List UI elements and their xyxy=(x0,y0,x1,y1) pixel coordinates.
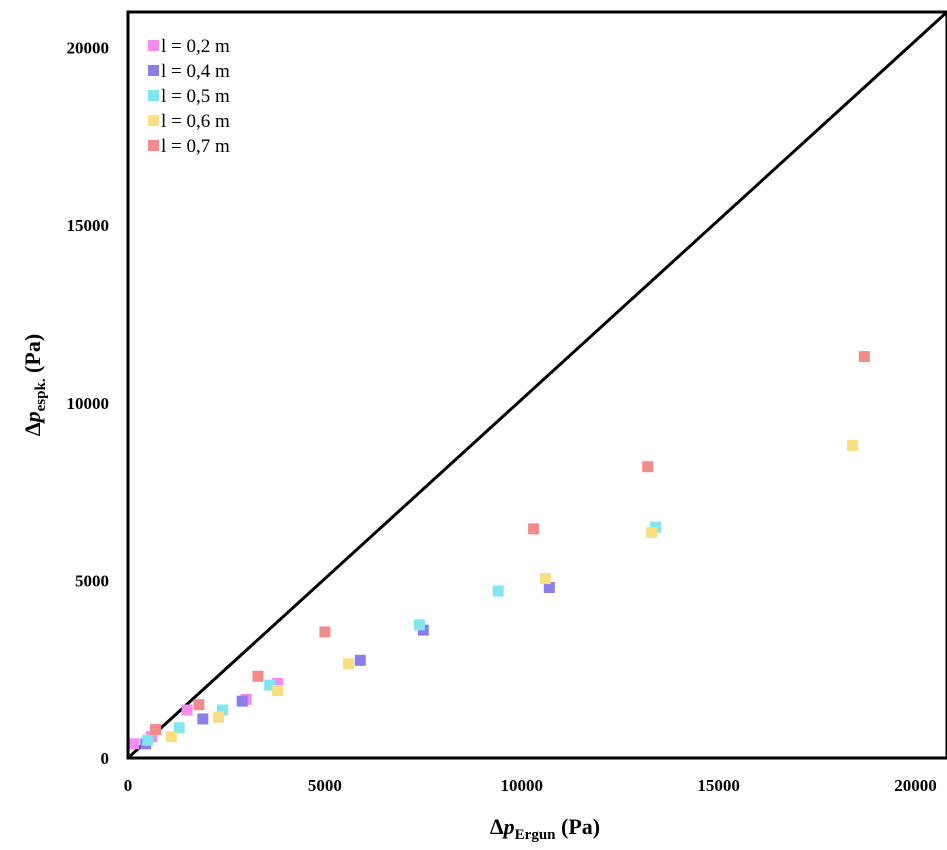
y-tick-label: 0 xyxy=(101,749,110,768)
legend-label-1: l = 0,2 m xyxy=(161,36,230,57)
y-tick-label: 10000 xyxy=(67,394,110,413)
point-series-1-5 xyxy=(272,677,284,689)
point-series-4-4 xyxy=(343,658,354,670)
y-tick-label: 5000 xyxy=(75,571,109,590)
x-axis-title-var: p xyxy=(502,814,515,839)
reference-line-1to1 xyxy=(126,10,947,760)
y-axis-title: Δpespk. (Pa) xyxy=(20,334,49,436)
x-axis-title-prefix: Δ xyxy=(490,814,504,839)
legend-swatch-5 xyxy=(148,140,159,151)
point-series-3-6 xyxy=(492,585,504,597)
point-series-4-7 xyxy=(847,439,858,451)
point-series-2-3 xyxy=(236,695,248,707)
point-series-2-6 xyxy=(543,581,555,593)
point-series-5-3 xyxy=(252,670,264,682)
point-series-4-1 xyxy=(165,731,177,743)
x-tick-labels: 0 5000 10000 15000 20000 xyxy=(124,776,937,795)
point-series-1-1 xyxy=(128,738,140,750)
point-series-3-4 xyxy=(264,679,276,691)
legend: l = 0,2 m l = 0,4 m l = 0,5 m l = 0,6 m l = … xyxy=(148,36,230,157)
data-points-layer xyxy=(128,351,870,750)
legend-swatch-4 xyxy=(148,115,159,126)
y-axis-title-sub: espk. xyxy=(33,378,49,411)
plot-area-frame xyxy=(126,10,947,760)
legend-swatch-3 xyxy=(148,90,159,101)
point-series-4-3 xyxy=(272,685,284,697)
legend-label-4: l = 0,6 m xyxy=(161,111,230,132)
x-tick-label: 0 xyxy=(124,776,133,795)
legend-swatch-1 xyxy=(148,40,159,51)
point-series-5-6 xyxy=(642,461,654,473)
y-axis-title-unit: (Pa) xyxy=(20,334,45,379)
x-tick-label: 5000 xyxy=(308,776,342,795)
y-axis-title-var: p xyxy=(20,411,45,424)
legend-swatch-2 xyxy=(148,65,159,76)
x-axis-title-sub: Ergun xyxy=(515,827,557,843)
point-series-5-4 xyxy=(319,626,331,638)
y-tick-label: 15000 xyxy=(67,216,110,235)
y-tick-labels: 0 5000 10000 15000 20000 xyxy=(67,39,110,768)
point-series-3-5 xyxy=(413,619,425,631)
y-axis-title-prefix: Δ xyxy=(20,422,45,436)
point-series-1-3 xyxy=(181,704,193,716)
point-series-5-5 xyxy=(528,523,540,535)
point-series-2-4 xyxy=(354,654,366,666)
reference-line-layer xyxy=(126,10,947,760)
x-tick-label: 15000 xyxy=(697,776,740,795)
point-series-2-2 xyxy=(197,713,209,725)
legend-label-3: l = 0,5 m xyxy=(161,86,230,107)
point-series-5-1 xyxy=(150,724,162,736)
point-series-5-7 xyxy=(858,351,870,363)
legend-label-2: l = 0,4 m xyxy=(161,61,230,82)
point-series-4-2 xyxy=(213,711,225,723)
point-series-3-3 xyxy=(217,704,228,716)
point-series-5-2 xyxy=(193,699,205,711)
x-axis-title: ΔpErgun (Pa) xyxy=(490,814,600,843)
point-series-4-6 xyxy=(646,526,658,538)
x-tick-label: 10000 xyxy=(501,776,544,795)
point-series-4-5 xyxy=(539,573,551,585)
point-series-3-1 xyxy=(142,734,154,746)
x-axis-title-unit: (Pa) xyxy=(556,814,601,839)
legend-label-5: l = 0,7 m xyxy=(161,136,230,157)
point-series-3-2 xyxy=(173,722,185,734)
x-tick-label: 20000 xyxy=(894,776,937,795)
y-tick-label: 20000 xyxy=(67,39,110,58)
